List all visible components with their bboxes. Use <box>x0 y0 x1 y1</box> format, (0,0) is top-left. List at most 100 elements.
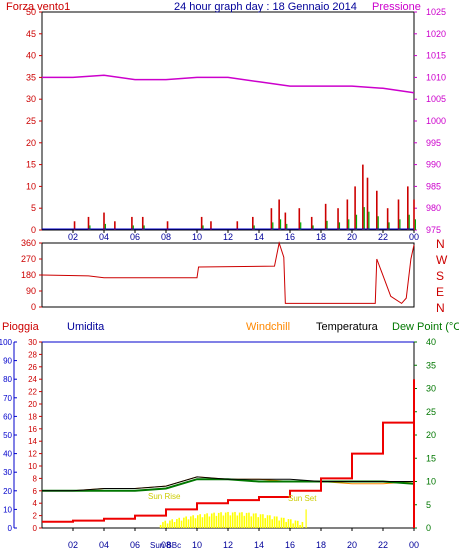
wind-bar <box>324 203 327 230</box>
pressure-axis-label: Pressione <box>372 1 421 13</box>
wind-bar <box>298 208 301 230</box>
wind-bar <box>252 216 254 230</box>
solar-bar <box>241 512 243 528</box>
wind-gust-bar <box>104 223 106 230</box>
direction-line <box>41 241 415 305</box>
wind-bars <box>42 164 416 230</box>
temp-tick-label: 25 <box>426 407 436 417</box>
rain-tick-label: 16 <box>28 425 37 434</box>
wind-bar <box>210 221 212 230</box>
solar-bar <box>201 517 204 528</box>
wind-bar <box>141 216 144 230</box>
wind-tick-label: 50 <box>26 7 36 17</box>
solar-bar <box>224 512 227 528</box>
wind-tick-label: 30 <box>26 94 36 104</box>
rain-tick-label: 6 <box>33 487 38 496</box>
pressure-tick-label: 975 <box>426 225 441 235</box>
solar-bar <box>227 511 229 528</box>
x-tick-label: 16 <box>285 540 295 550</box>
solar-bar <box>171 519 174 528</box>
solar-bar <box>262 514 264 528</box>
wind-gust-bar <box>408 214 410 230</box>
wind-tick-label: 45 <box>26 29 36 39</box>
solar-bar <box>255 513 257 528</box>
solar-bar <box>236 515 239 528</box>
rain-tick-label: 2 <box>33 512 38 521</box>
wind-gust-bar <box>143 225 145 230</box>
wind-bar <box>413 199 415 230</box>
chart-title: 24 hour graph day : 18 Gennaio 2014 <box>174 1 357 13</box>
pressure-tick-label: 980 <box>426 203 441 213</box>
x-tick-label: 04 <box>99 540 109 550</box>
x-tick-label: 02 <box>68 540 78 550</box>
pressure-tick-label: 1020 <box>426 29 446 39</box>
rain-tick-label: 14 <box>28 437 37 446</box>
compass-label: E <box>436 285 444 299</box>
temp-tick-label: 15 <box>426 453 436 463</box>
solar-bar <box>292 523 294 528</box>
wind-bar <box>362 164 364 230</box>
pressure-tick-label: 1025 <box>426 7 446 17</box>
compass-label: N <box>436 237 445 251</box>
legend-dewpoint: Dew Point (°C <box>392 321 459 333</box>
sun-rise-label: Sun Rise <box>148 492 181 501</box>
solar-bar <box>166 523 169 528</box>
humidity-tick-label: 30 <box>3 468 12 477</box>
solar-bar <box>269 515 271 528</box>
rain-tick-label: 20 <box>28 400 37 409</box>
humidity-tick-label: 70 <box>3 394 12 403</box>
wind-gust-bar <box>355 214 358 230</box>
rain-tick-label: 10 <box>28 462 37 471</box>
legend-humidity: Umidita <box>67 321 105 333</box>
solar-bar <box>176 519 178 528</box>
temp-tick-label: 20 <box>426 430 436 440</box>
wind-bar <box>236 221 239 230</box>
humidity-tick-label: 90 <box>3 357 12 366</box>
direction-tick-label: 180 <box>21 270 36 280</box>
wind-bar <box>131 216 133 230</box>
wind-bar <box>386 208 389 230</box>
pressure-line <box>42 74 415 94</box>
solar-bar <box>203 514 206 528</box>
wind-bar <box>376 190 378 230</box>
humidity-tick-label: 20 <box>3 487 12 496</box>
rain-tick-label: 24 <box>28 375 37 384</box>
temp-tick-label: 40 <box>426 337 436 347</box>
legend-rain: Pioggia <box>2 321 40 333</box>
solar-bar <box>173 522 176 528</box>
x-tick-label: 06 <box>130 540 140 550</box>
temp-axis-ticks: 40 35 30 25 20 15 10 5 0 <box>414 337 436 533</box>
wind-gust-bar <box>89 225 91 230</box>
rain-temp-plot-area <box>41 341 415 529</box>
rain-tick-label: 26 <box>28 363 37 372</box>
wind-bar <box>397 199 400 230</box>
rain-tick-label: 12 <box>28 450 37 459</box>
solar-bar <box>197 515 199 528</box>
solar-bar <box>301 521 304 528</box>
direction-axis-ticks: 360 270 180 90 0 <box>21 238 42 312</box>
sun-bbc-label: Sun BBc <box>150 541 181 550</box>
x-tick-label: 08 <box>161 540 171 550</box>
wind-bar <box>103 212 105 230</box>
x-tick-label: 02 <box>68 232 78 242</box>
solar-bar <box>194 518 197 528</box>
direction-tick-label: 90 <box>26 286 36 296</box>
wind-bar <box>337 208 339 230</box>
wind-bar <box>270 208 273 230</box>
solar-bar <box>250 516 253 528</box>
wind-gust-bar <box>132 225 134 230</box>
wind-gust-bar <box>253 225 255 230</box>
x-tick-label: 10 <box>192 540 202 550</box>
solar-bar <box>278 520 280 528</box>
solar-bar <box>296 520 299 528</box>
direction-tick-label: 360 <box>21 238 36 248</box>
wind-gust-bar <box>399 219 401 230</box>
solar-bars <box>159 509 307 528</box>
temp-tick-label: 10 <box>426 477 436 487</box>
x-tick-label: 00 <box>409 540 419 550</box>
pressure-tick-label: 1015 <box>426 51 446 61</box>
solar-bar <box>206 513 208 528</box>
wind-bar <box>284 212 287 230</box>
pressure-axis-ticks: 1025 1020 1015 1010 1005 1000 995 990 985 980 975 <box>414 7 446 235</box>
